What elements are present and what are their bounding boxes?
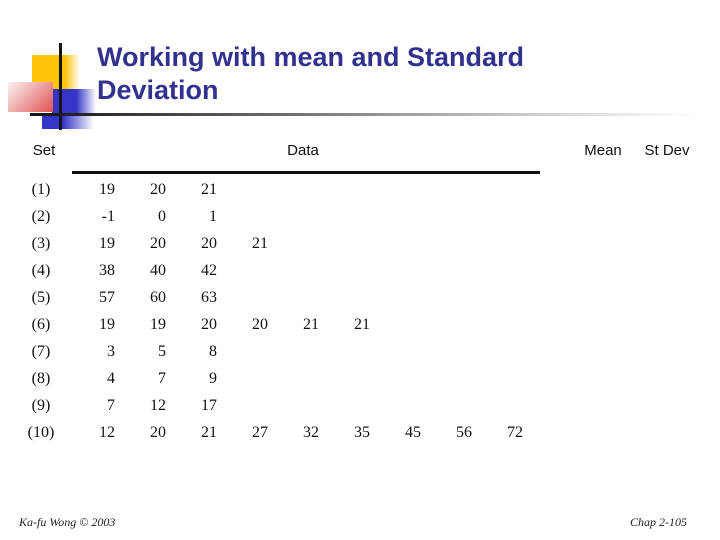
- set-label: (5): [31, 288, 51, 306]
- set-label: (9): [31, 396, 51, 414]
- table-row: (2) -1 0 1: [16, 203, 523, 230]
- data-cell: 4: [107, 369, 115, 387]
- data-cell: 57: [99, 288, 115, 306]
- table-rows: (1) 19 20 21 (2) -1 0 1 (3) 19 20 20 21 (4) 38 40 42 (5) 5…: [16, 176, 523, 446]
- data-cell: 19: [99, 180, 115, 198]
- data-cell: 9: [209, 369, 217, 387]
- data-cell: 20: [201, 315, 217, 333]
- data-cell: 12: [150, 396, 166, 414]
- set-label: (3): [31, 234, 51, 252]
- data-cell: 19: [150, 315, 166, 333]
- data-cell: -1: [101, 207, 115, 225]
- data-cell: 27: [252, 423, 268, 441]
- data-cell: 8: [209, 342, 217, 360]
- logo-vertical-line: [59, 43, 62, 130]
- data-cell: 1: [209, 207, 217, 225]
- table-row: (4) 38 40 42: [16, 257, 523, 284]
- logo-blue-rect-lower: [42, 115, 94, 129]
- column-header-mean: Mean: [584, 142, 622, 159]
- data-cell: 20: [150, 423, 166, 441]
- slide-title: Working with mean and Standard Deviation: [97, 42, 525, 105]
- data-cell: 5: [158, 342, 166, 360]
- set-label: (6): [31, 315, 51, 333]
- table-row: (6) 19 19 20 20 21 21: [16, 311, 523, 338]
- footer-author: Ka-fu Wong © 2003: [19, 515, 116, 529]
- data-cell: 19: [99, 315, 115, 333]
- data-cell: 21: [201, 180, 217, 198]
- table-row: (8) 4 7 9: [16, 365, 523, 392]
- data-cell: 35: [354, 423, 370, 441]
- set-label: (1): [31, 180, 51, 198]
- data-cell: 7: [107, 396, 115, 414]
- column-header-stdev: St Dev: [644, 142, 690, 159]
- data-cell: 72: [507, 423, 523, 441]
- data-cell: 7: [158, 369, 166, 387]
- data-cell: 12: [99, 423, 115, 441]
- set-label: (2): [31, 207, 51, 225]
- table-row: (7) 3 5 8: [16, 338, 523, 365]
- data-cell: 17: [201, 396, 217, 414]
- data-cell: 21: [201, 423, 217, 441]
- table-row: (3) 19 20 20 21: [16, 230, 523, 257]
- column-header-data: Data: [287, 142, 319, 159]
- data-cell: 19: [99, 234, 115, 252]
- data-cell: 38: [99, 261, 115, 279]
- data-cell: 3: [107, 342, 115, 360]
- table-row: (10) 12 20 21 27 32 35 45 56 72: [16, 419, 523, 446]
- table-row: (9) 7 12 17: [16, 392, 523, 419]
- data-cell: 21: [354, 315, 370, 333]
- data-cell: 60: [150, 288, 166, 306]
- data-cell: 45: [405, 423, 421, 441]
- set-label: (7): [31, 342, 51, 360]
- data-cell: 56: [456, 423, 472, 441]
- set-label: (4): [31, 261, 51, 279]
- data-cell: 63: [201, 288, 217, 306]
- data-cell: 20: [201, 234, 217, 252]
- set-label: (10): [27, 423, 55, 441]
- data-cell: 20: [150, 180, 166, 198]
- data-cell: 40: [150, 261, 166, 279]
- data-cell: 21: [303, 315, 319, 333]
- data-cell: 42: [201, 261, 217, 279]
- set-label: (8): [31, 369, 51, 387]
- title-divider-rule: [30, 113, 702, 116]
- column-header-set: Set: [32, 142, 56, 159]
- data-cell: 0: [158, 207, 166, 225]
- header-underline: [72, 171, 540, 174]
- data-cell: 21: [252, 234, 268, 252]
- data-cell: 32: [303, 423, 319, 441]
- data-cell: 20: [150, 234, 166, 252]
- data-cell: 20: [252, 315, 268, 333]
- footer-page: Chap 2-105: [630, 515, 687, 529]
- logo-red-rect: [8, 82, 53, 112]
- table-row: (5) 57 60 63: [16, 284, 523, 311]
- table-row: (1) 19 20 21: [16, 176, 523, 203]
